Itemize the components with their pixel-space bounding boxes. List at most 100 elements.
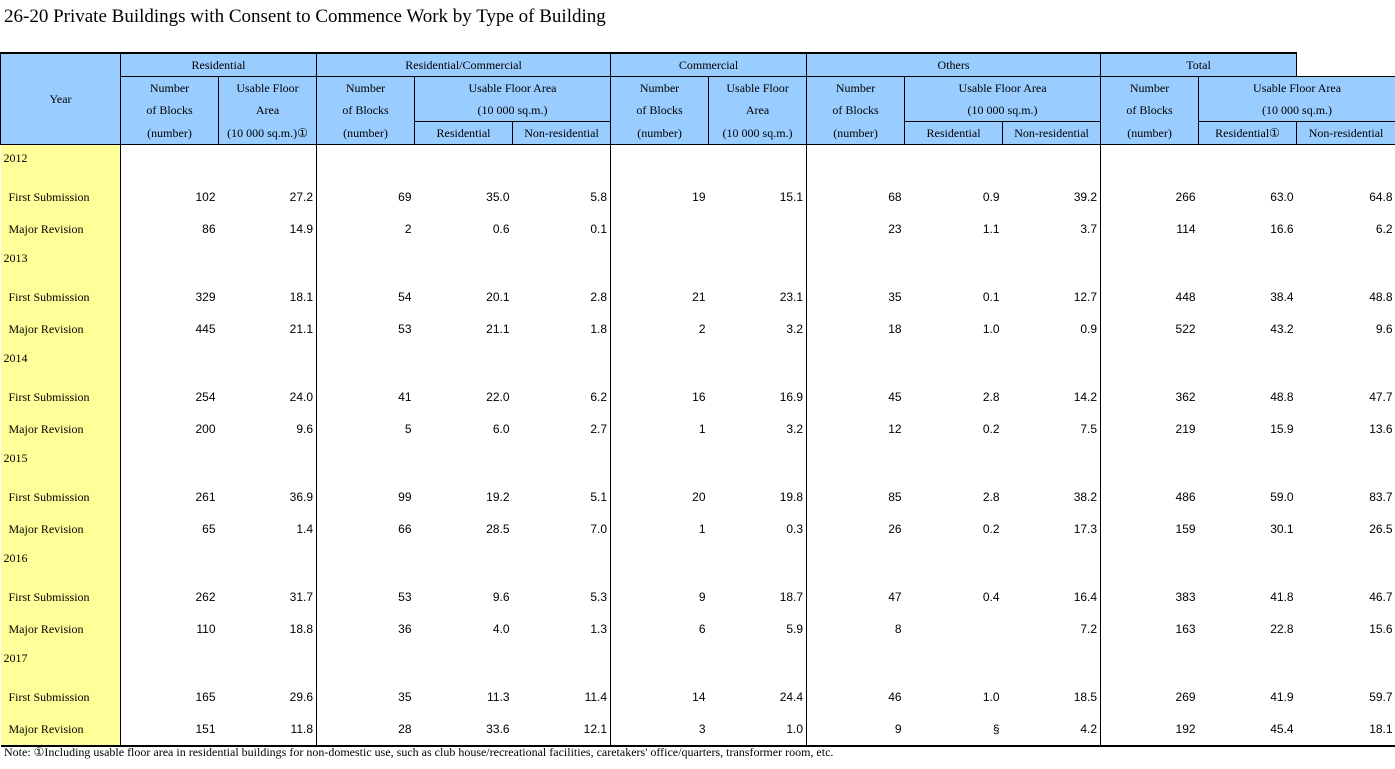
row-label: Major Revision <box>0 313 121 345</box>
value-cell: 45.4 <box>1198 713 1297 747</box>
table-row: First Submission 329 18.1 54 20.1 2.8 21 23.1 35… <box>0 281 1395 313</box>
value-cell: 19 <box>692 190 706 204</box>
value-cell: 33.6 <box>414 713 513 747</box>
number-unit-header: (number) <box>316 121 415 145</box>
value-cell: 448 <box>1175 290 1196 304</box>
value-cell: 5.1 <box>512 481 612 513</box>
value-cell: 14.9 <box>218 213 317 245</box>
table-row: Major Revision 86 14.9 2 0.6 0.1 23 1.1 3.7 114 16… <box>0 213 1395 245</box>
value-cell: 29.6 <box>218 681 317 713</box>
usable-floor-area-header: Usable Floor Area <box>413 76 612 99</box>
value-cell: 35.0 <box>486 190 510 204</box>
empty-cell <box>611 245 709 281</box>
value-cell: 151 <box>120 713 219 747</box>
empty-cell <box>218 445 317 481</box>
value-cell: 7.5 <box>1002 413 1102 445</box>
value-cell <box>708 213 808 245</box>
empty-cell <box>415 545 513 581</box>
value-cell: 219 <box>1175 422 1196 436</box>
empty-cell <box>708 245 808 281</box>
group-header-residential-commercial: Residential/Commercial <box>315 52 612 77</box>
empty-cell <box>905 345 1003 381</box>
value-cell: 18.7 <box>708 581 808 613</box>
group-header-total: Total <box>1100 52 1298 77</box>
data-table: Year Residential Residential/Commercial … <box>0 52 1395 747</box>
empty-cell <box>1297 245 1395 281</box>
table-row: First Submission 254 24.0 41 22.0 6.2 16 16.9 45… <box>0 381 1395 413</box>
value-cell: 445 <box>195 322 216 336</box>
residential-subheader: Residential <box>414 121 513 145</box>
value-cell: 163 <box>1175 622 1196 636</box>
value-cell: 9 <box>698 590 706 604</box>
value-cell: 9.6 <box>218 413 317 445</box>
empty-cell <box>317 245 415 281</box>
table-row: First Submission 102 27.2 69 35.0 5.8 19 15.1 68… <box>0 181 1395 213</box>
value-cell: 6.0 <box>492 422 510 436</box>
empty-cell <box>121 245 219 281</box>
empty-cell <box>1297 645 1395 681</box>
value-cell: 64.8 <box>1369 190 1393 204</box>
value-cell: 7.0 <box>512 513 612 545</box>
year-row: 2016 <box>0 545 1395 581</box>
value-cell: 59.0 <box>1270 490 1294 504</box>
value-cell: 1.1 <box>982 222 1000 236</box>
usable-floor-area-header: Usable Floor Area <box>1198 76 1395 99</box>
value-cell: 3 <box>610 713 709 747</box>
empty-cell <box>807 645 905 681</box>
empty-cell <box>708 645 808 681</box>
value-cell: 46 <box>888 690 902 704</box>
value-cell: 23.1 <box>708 281 808 313</box>
empty-cell <box>218 245 317 281</box>
empty-cell <box>317 545 415 581</box>
empty-cell <box>905 645 1003 681</box>
value-cell <box>611 213 709 245</box>
empty-cell <box>611 645 709 681</box>
non-residential-subheader: Non-residential <box>1296 121 1395 145</box>
value-cell: 16.6 <box>1270 222 1294 236</box>
non-residential-subheader: Non-residential <box>1002 121 1102 145</box>
empty-cell <box>1002 345 1102 381</box>
value-cell: 159 <box>1175 522 1196 536</box>
empty-cell <box>218 345 317 381</box>
value-cell: 26 <box>888 522 902 536</box>
value-cell: 6.2 <box>1375 222 1393 236</box>
value-cell: 85 <box>888 490 902 504</box>
value-cell: 66 <box>398 522 412 536</box>
of-blocks-header: of Blocks <box>610 99 710 122</box>
value-cell: 18.1 <box>1296 713 1395 747</box>
value-cell: 48.8 <box>1369 290 1393 304</box>
value-cell: 9 <box>806 713 905 747</box>
empty-cell <box>1199 645 1297 681</box>
value-cell: 14.2 <box>1002 381 1102 413</box>
empty-cell <box>415 145 513 182</box>
usable-floor-header: Usable Floor <box>708 76 808 99</box>
value-cell: 329 <box>195 290 216 304</box>
value-cell: 69 <box>398 190 412 204</box>
empty-cell <box>317 445 415 481</box>
value-cell: 48.8 <box>1270 390 1294 404</box>
non-residential-subheader: Non-residential <box>511 121 612 145</box>
table-header: Year Residential Residential/Commercial … <box>0 52 1395 145</box>
value-cell: 110 <box>196 622 216 636</box>
value-cell: 45 <box>888 390 902 404</box>
number-unit-header: (number) <box>806 121 906 145</box>
value-cell: 83.7 <box>1369 490 1393 504</box>
value-cell: 53 <box>398 590 412 604</box>
empty-cell <box>1199 345 1297 381</box>
value-cell: 12.1 <box>512 713 612 747</box>
value-cell: 13.6 <box>1369 422 1393 436</box>
value-cell: 28 <box>316 713 415 747</box>
value-cell <box>905 613 1003 645</box>
value-cell: 0.1 <box>512 213 612 245</box>
value-cell: 15.9 <box>1270 422 1294 436</box>
empty-cell <box>807 245 905 281</box>
empty-cell <box>1101 345 1199 381</box>
value-cell: 38.4 <box>1270 290 1294 304</box>
row-label: First Submission <box>0 481 121 513</box>
empty-cell <box>1101 645 1199 681</box>
empty-cell <box>708 144 808 181</box>
empty-cell <box>905 145 1003 182</box>
value-cell: 23 <box>888 222 902 236</box>
area-unit-header: (10 000 sq.m.) <box>413 99 612 122</box>
value-cell: 12 <box>888 422 902 436</box>
